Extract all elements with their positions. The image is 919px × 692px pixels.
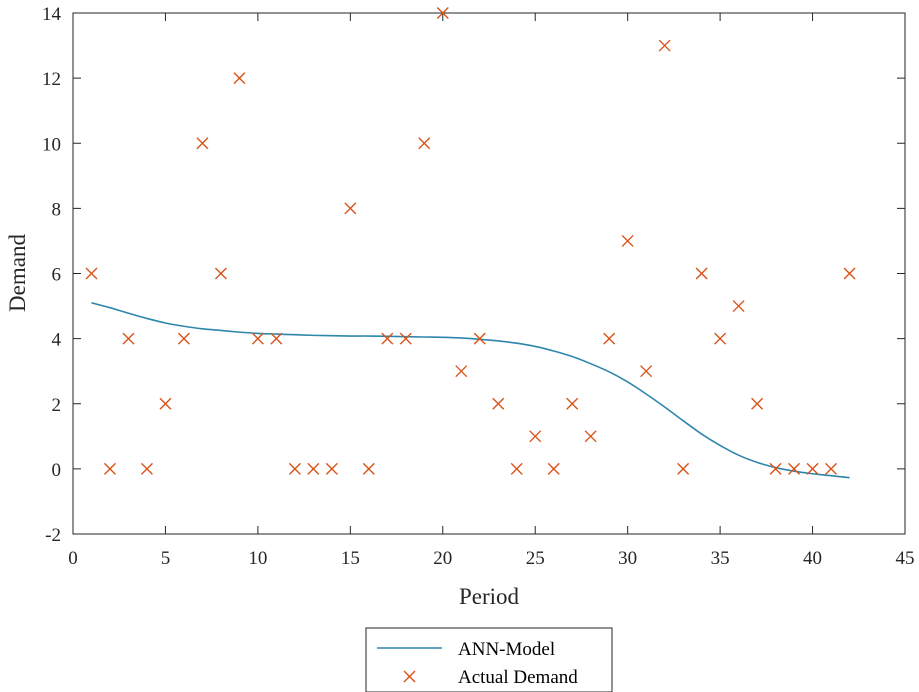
data-point-actual-demand: [825, 462, 838, 475]
data-point-actual-demand: [399, 332, 412, 345]
y-tick-label: 12: [42, 69, 61, 90]
x-tick-label: 15: [341, 548, 360, 569]
data-point-actual-demand: [418, 137, 431, 150]
x-axis: 0 5 10 15 20 25 30 35 40 45: [68, 13, 915, 569]
x-tick-label: 35: [711, 548, 730, 569]
data-point-actual-demand: [214, 267, 227, 280]
data-point-actual-demand: [159, 397, 172, 410]
data-point-actual-demand: [603, 332, 616, 345]
data-point-actual-demand: [177, 332, 190, 345]
y-tick-label: 14: [42, 4, 62, 25]
data-point-actual-demand: [233, 72, 246, 85]
data-point-actual-demand: [714, 332, 727, 345]
data-point-actual-demand: [122, 332, 135, 345]
x-axis-title: Period: [459, 584, 520, 609]
y-tick-label: 0: [52, 460, 62, 481]
data-point-actual-demand: [103, 462, 116, 475]
y-tick-label: 2: [52, 395, 62, 416]
x-tick-label: 20: [433, 548, 452, 569]
x-tick-label: 40: [803, 548, 822, 569]
y-tick-label: 10: [42, 134, 61, 155]
data-point-actual-demand: [455, 365, 468, 378]
data-point-actual-demand: [677, 462, 690, 475]
data-point-actual-demand: [510, 462, 523, 475]
data-point-actual-demand: [473, 332, 486, 345]
data-point-actual-demand: [769, 462, 782, 475]
data-point-actual-demand: [640, 365, 653, 378]
series-line-ann-model: [91, 302, 850, 479]
legend: ANN-Model Actual Demand: [365, 627, 613, 692]
data-point-actual-demand: [362, 462, 375, 475]
series-layer: [85, 7, 856, 479]
y-axis: -2 0 2 4 6 8 10 12 14: [42, 4, 905, 546]
data-point-actual-demand: [344, 202, 357, 215]
data-point-actual-demand: [307, 462, 320, 475]
data-point-actual-demand: [547, 462, 560, 475]
data-point-actual-demand: [529, 430, 542, 443]
data-point-actual-demand: [140, 462, 153, 475]
y-axis-title: Demand: [5, 234, 30, 312]
data-point-actual-demand: [621, 234, 634, 247]
data-point-actual-demand: [806, 462, 819, 475]
x-tick-label: 25: [526, 548, 545, 569]
legend-label-actual-demand: Actual Demand: [458, 667, 578, 688]
y-tick-label: 4: [52, 330, 62, 351]
x-tick-label: 0: [68, 548, 78, 569]
data-point-actual-demand: [732, 300, 745, 313]
y-tick-label: -2: [45, 525, 61, 546]
data-point-actual-demand: [196, 137, 209, 150]
data-point-actual-demand: [288, 462, 301, 475]
x-tick-label: 10: [248, 548, 267, 569]
data-point-actual-demand: [584, 430, 597, 443]
x-tick-label: 5: [161, 548, 171, 569]
y-tick-label: 8: [52, 199, 62, 220]
legend-box: [365, 627, 613, 692]
data-point-actual-demand: [843, 267, 856, 280]
data-point-actual-demand: [751, 397, 764, 410]
y-tick-label: 6: [52, 265, 62, 286]
data-point-actual-demand: [695, 267, 708, 280]
x-tick-label: 45: [896, 548, 915, 569]
data-point-actual-demand: [85, 267, 98, 280]
data-point-actual-demand: [325, 462, 338, 475]
data-point-actual-demand: [381, 332, 394, 345]
data-point-actual-demand: [788, 462, 801, 475]
legend-marker-swatch: [403, 670, 416, 683]
x-tick-label: 30: [618, 548, 637, 569]
data-point-actual-demand: [492, 397, 505, 410]
legend-label-ann-model: ANN-Model: [458, 639, 555, 660]
data-point-actual-demand: [436, 7, 449, 19]
data-point-actual-demand: [658, 39, 671, 52]
plot-area: [72, 12, 906, 535]
data-point-actual-demand: [270, 332, 283, 345]
data-point-actual-demand: [251, 332, 264, 345]
data-point-actual-demand: [566, 397, 579, 410]
